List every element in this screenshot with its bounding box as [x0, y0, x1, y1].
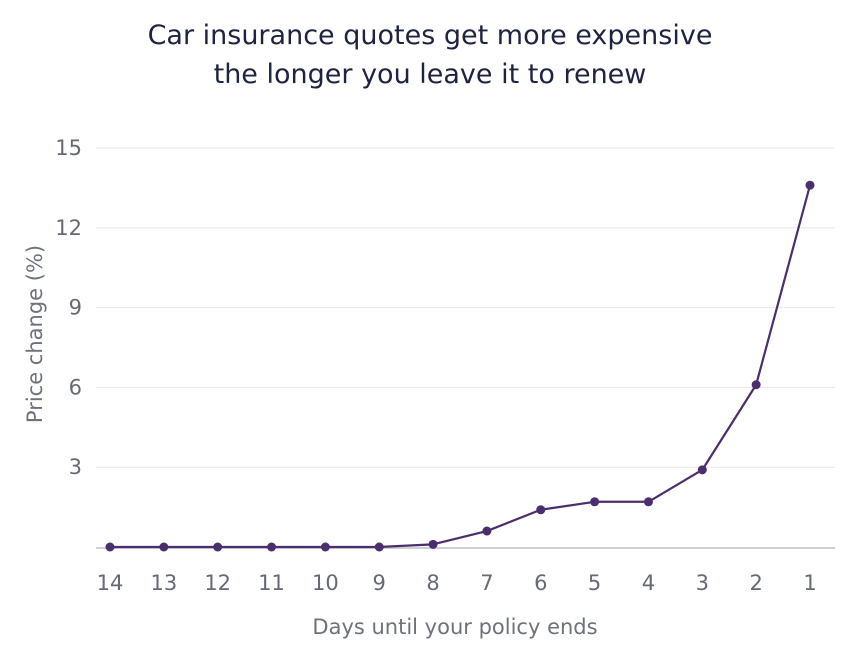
chart-title-line-2: the longer you leave it to renew	[213, 59, 647, 90]
x-tick-label: 1	[803, 571, 816, 595]
y-axis-ticks: 3 6 9 12 15	[55, 136, 82, 479]
y-tick-label: 12	[55, 216, 82, 240]
gridlines	[96, 147, 835, 468]
data-point	[105, 542, 115, 552]
x-axis-label: Days until your policy ends	[312, 615, 597, 639]
y-tick-label: 9	[69, 296, 82, 320]
data-point	[590, 497, 600, 507]
x-tick-label: 2	[749, 571, 762, 595]
x-tick-label: 9	[373, 571, 386, 595]
x-tick-label: 6	[534, 571, 547, 595]
x-tick-label: 8	[426, 571, 439, 595]
data-point	[751, 380, 761, 390]
x-tick-label: 3	[696, 571, 709, 595]
x-tick-label: 11	[258, 571, 285, 595]
data-point	[267, 542, 277, 552]
x-tick-label: 13	[150, 571, 177, 595]
data-point	[643, 497, 653, 507]
data-point	[697, 465, 707, 475]
data-point	[428, 539, 438, 549]
x-tick-label: 4	[642, 571, 655, 595]
data-point	[805, 180, 815, 190]
x-tick-label: 12	[204, 571, 231, 595]
chart-title-line-1: Car insurance quotes get more expensive	[147, 20, 713, 51]
y-tick-label: 6	[69, 375, 82, 399]
data-point	[536, 505, 546, 515]
y-tick-label: 15	[55, 136, 82, 160]
data-point	[374, 542, 384, 552]
chart-title: Car insurance quotes get more expensive …	[0, 16, 860, 94]
data-point	[320, 542, 330, 552]
x-tick-label: 10	[312, 571, 339, 595]
series-line	[110, 184, 812, 549]
data-point	[159, 542, 169, 552]
data-points	[105, 180, 815, 552]
y-tick-label: 3	[69, 455, 82, 479]
data-point	[482, 526, 492, 536]
y-axis-label: Price change (%)	[23, 245, 47, 423]
x-tick-label: 7	[480, 571, 493, 595]
x-tick-label: 14	[97, 571, 124, 595]
x-axis-ticks: 14 13 12 11 10 9 8 7 6 5 4 3 2 1	[97, 571, 817, 595]
data-point	[213, 542, 223, 552]
x-tick-label: 5	[588, 571, 601, 595]
